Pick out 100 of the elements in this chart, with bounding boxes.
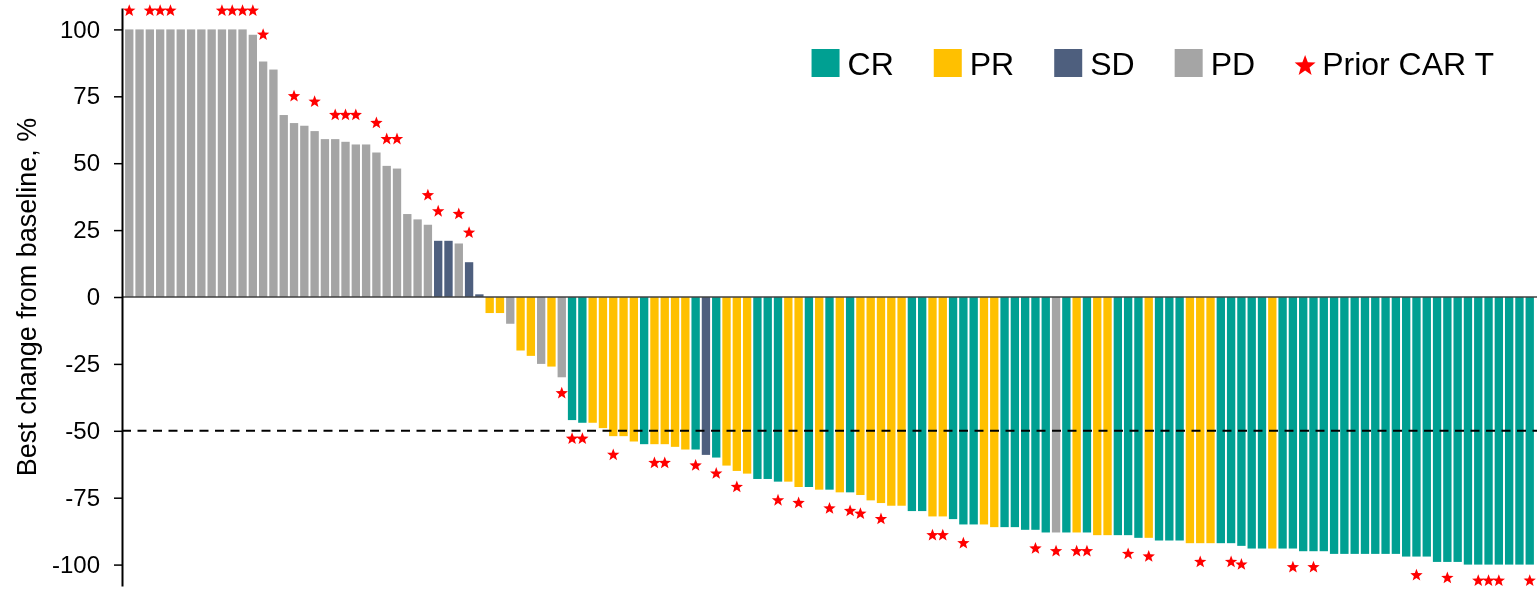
- bar: [1144, 297, 1153, 538]
- bar: [1381, 297, 1390, 554]
- point: [1286, 560, 1300, 573]
- bar: [1010, 297, 1020, 528]
- bar: [1402, 297, 1411, 557]
- bar: [784, 297, 793, 482]
- bar: [1257, 297, 1267, 549]
- bar: [1154, 297, 1164, 541]
- bar: [300, 125, 309, 297]
- bar: [1020, 297, 1030, 530]
- y-tick-label: -75: [65, 483, 100, 511]
- y-tick-label: -50: [65, 416, 100, 444]
- point: [555, 386, 568, 399]
- bar: [1288, 297, 1298, 549]
- bar: [1082, 297, 1092, 533]
- bar: [392, 168, 402, 297]
- bar: [361, 144, 371, 297]
- point: [1121, 547, 1135, 560]
- bar: [609, 297, 618, 437]
- bar: [331, 139, 340, 297]
- bar: [382, 165, 391, 297]
- bar: [1123, 297, 1133, 536]
- bar: [650, 297, 659, 445]
- y-tick-label: 75: [73, 82, 100, 110]
- bar: [815, 297, 824, 490]
- y-tick-label: 0: [86, 283, 100, 311]
- legend-label: PD: [1210, 46, 1256, 82]
- bar: [578, 297, 587, 423]
- point: [1194, 555, 1207, 568]
- point: [1472, 574, 1485, 586]
- bar: [825, 297, 834, 490]
- point: [792, 496, 805, 509]
- bar: [1041, 297, 1050, 533]
- bar: [495, 297, 505, 314]
- bar: [1391, 297, 1401, 554]
- bar: [1484, 297, 1493, 565]
- bar: [856, 297, 865, 496]
- bar: [228, 29, 237, 297]
- point: [246, 4, 260, 16]
- point: [689, 459, 702, 471]
- bar: [1185, 297, 1195, 544]
- bar: [1175, 297, 1184, 541]
- y-tick-label: -100: [51, 550, 100, 578]
- bar: [701, 297, 711, 455]
- bar: [794, 297, 803, 487]
- bar: [887, 297, 896, 506]
- bar: [691, 297, 700, 450]
- bar: [423, 224, 433, 297]
- point: [1142, 550, 1155, 562]
- point: [380, 132, 393, 145]
- legend-label: CR: [847, 46, 894, 82]
- bar: [712, 297, 721, 458]
- bar: [485, 297, 494, 314]
- point: [236, 4, 249, 16]
- bar: [773, 297, 783, 482]
- bar: [1237, 297, 1246, 546]
- bar: [979, 297, 989, 525]
- point: [1410, 568, 1423, 581]
- bar: [444, 240, 453, 297]
- bar: [1515, 297, 1524, 565]
- bar: [269, 69, 278, 297]
- bar: [1329, 297, 1339, 554]
- point: [843, 504, 857, 517]
- y-tick-label: -25: [65, 350, 100, 378]
- bar: [217, 29, 227, 297]
- bar: [845, 297, 855, 493]
- bar: [1474, 297, 1483, 565]
- point: [1029, 542, 1042, 554]
- point: [123, 4, 136, 16]
- bar: [753, 297, 762, 479]
- bar: [125, 29, 134, 297]
- point: [1307, 560, 1320, 573]
- bar: [434, 240, 443, 297]
- y-tick-label: 50: [73, 149, 100, 177]
- bar: [341, 141, 350, 297]
- bar: [670, 297, 680, 447]
- bar: [918, 297, 927, 512]
- bar: [258, 61, 268, 297]
- bar: [351, 144, 360, 297]
- point: [1492, 574, 1506, 586]
- point: [854, 507, 867, 520]
- bar: [1494, 297, 1504, 565]
- bar: [1134, 297, 1143, 538]
- bar: [763, 297, 772, 479]
- point: [226, 4, 239, 16]
- point: [432, 204, 445, 217]
- bar: [629, 297, 639, 442]
- bar: [289, 123, 299, 297]
- bar: [1062, 297, 1071, 533]
- bar: [619, 297, 628, 437]
- bar: [1072, 297, 1081, 533]
- bar: [742, 297, 752, 474]
- bar: [1226, 297, 1236, 544]
- bar: [1422, 297, 1431, 557]
- point: [565, 432, 579, 445]
- bar: [639, 297, 649, 445]
- bar: [1206, 297, 1215, 544]
- bar: [1216, 297, 1225, 544]
- bar: [1103, 297, 1112, 536]
- point: [1482, 574, 1495, 586]
